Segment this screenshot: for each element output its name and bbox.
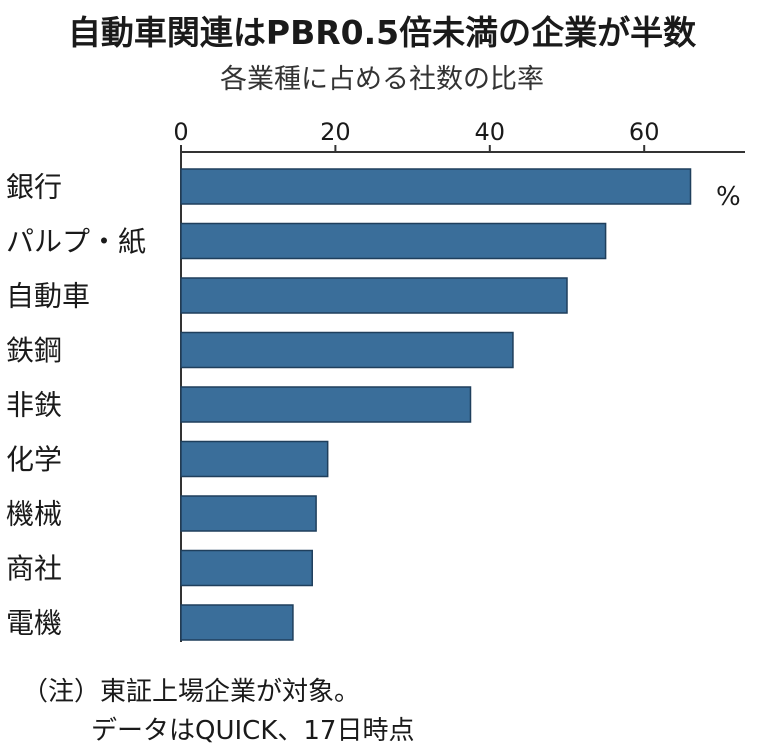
x-axis: 0 20 40 60 xyxy=(173,118,745,153)
category-label: 銀行 xyxy=(6,171,62,204)
bar xyxy=(180,440,329,478)
bar xyxy=(180,222,607,260)
bar xyxy=(180,386,472,423)
category-label: 鉄鋼 xyxy=(6,334,62,367)
x-tick-label: 20 xyxy=(320,118,351,146)
chart-subtitle: 各業種に占める社数の比率 xyxy=(220,64,544,95)
x-tick-label: 60 xyxy=(629,118,660,146)
bar xyxy=(180,168,692,205)
category-label: 電機 xyxy=(6,607,62,640)
category-label: 機械 xyxy=(6,498,62,531)
category-label: 非鉄 xyxy=(6,389,62,422)
bar xyxy=(180,604,294,641)
category-label: 化学 xyxy=(6,443,62,476)
note-line-1: （注）東証上場企業が対象。 xyxy=(22,677,360,707)
bar xyxy=(180,331,514,369)
category-label: 自動車 xyxy=(6,280,90,313)
bar xyxy=(180,495,317,532)
chart-title: 自動車関連はPBR0.5倍未満の企業が半数 xyxy=(68,13,697,52)
x-tick-label: 40 xyxy=(475,118,506,146)
note-line-2: データはQUICK、17日時点 xyxy=(91,716,414,746)
category-label: パルプ・紙 xyxy=(6,225,146,258)
bar xyxy=(180,277,568,314)
unit-label: % xyxy=(716,182,741,212)
category-label: 商社 xyxy=(6,552,62,585)
x-tick-label: 0 xyxy=(173,118,188,146)
bar xyxy=(180,549,313,587)
